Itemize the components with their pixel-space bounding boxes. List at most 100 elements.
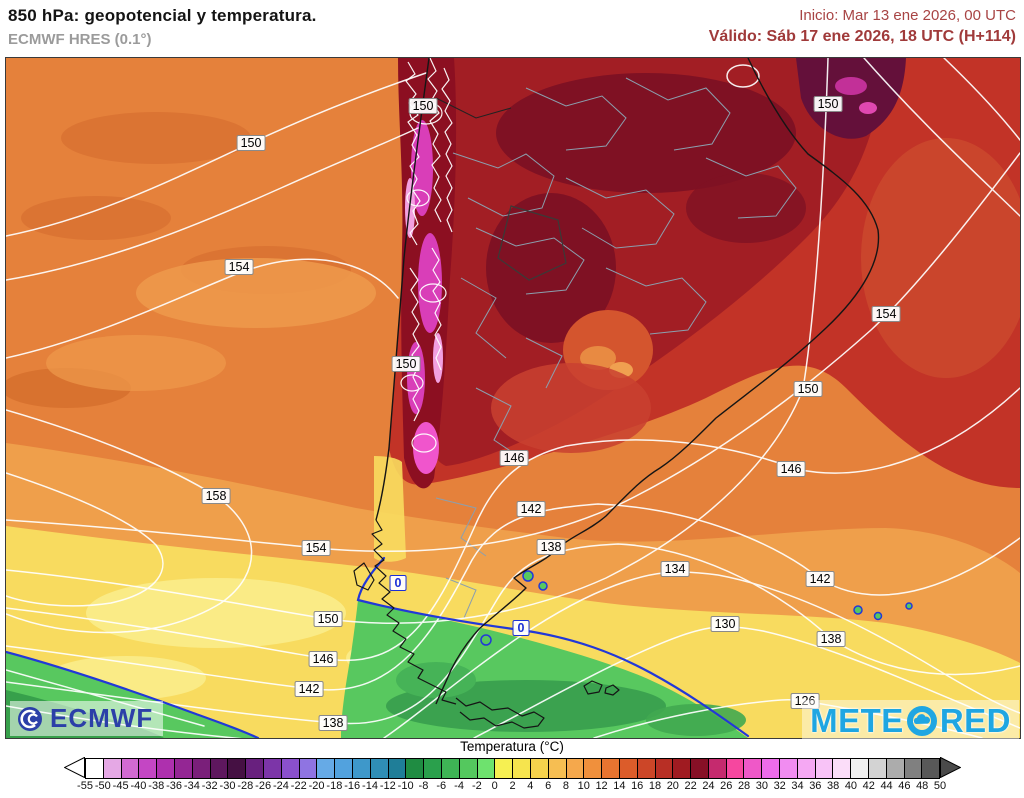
valid-time-label: Válido: Sáb 17 ene 2026, 18 UTC (H+114) <box>708 28 1016 45</box>
legend-tick: -40 <box>130 780 147 792</box>
meteored-logo-text-left: METE <box>810 702 904 739</box>
map-canvas: 150 154 158 154 150 146 142 138 150 150 146 142 138 1… <box>5 57 1021 739</box>
run-time-label: Inicio: Mar 13 ene 2026, 00 UTC <box>799 7 1016 24</box>
legend-tick: 50 <box>933 780 947 792</box>
coastlines <box>353 58 880 729</box>
legend-tick: 0 <box>491 780 498 792</box>
legend-cell <box>725 758 745 779</box>
legend-tick: 40 <box>844 780 858 792</box>
legend-cell <box>672 758 692 779</box>
andes-contour-cluster <box>400 58 453 453</box>
legend-tick: -6 <box>436 780 447 792</box>
legend-cell <box>369 758 389 779</box>
legend-cell <box>405 758 425 779</box>
legend-cell <box>280 758 300 779</box>
legend-cell <box>476 758 496 779</box>
legend-cell <box>173 758 193 779</box>
legend-tick: 24 <box>702 780 715 792</box>
legend-cell <box>814 758 834 779</box>
legend-cell <box>885 758 905 779</box>
legend-cell <box>351 758 371 779</box>
legend-cell <box>583 758 603 779</box>
legend-cell <box>209 758 229 779</box>
legend-tick: -30 <box>219 780 236 792</box>
legend-tick: -16 <box>344 780 361 792</box>
legend-tick: 32 <box>773 780 786 792</box>
model-label: ECMWF HRES (0.1°) <box>8 31 152 48</box>
legend-cell <box>138 758 158 779</box>
legend-cell <box>423 758 442 779</box>
page-title: 850 hPa: geopotencial y temperatura. <box>8 6 317 25</box>
legend-tick: -32 <box>201 780 218 792</box>
ecmwf-logo: ECMWF <box>10 701 164 736</box>
legend-tick: -38 <box>148 780 165 792</box>
legend-tick: 38 <box>827 780 840 792</box>
legend-cell <box>191 758 211 779</box>
legend-tick: -2 <box>471 780 482 792</box>
legend-cell <box>102 758 122 779</box>
legend-tick: 12 <box>595 780 608 792</box>
legend-tick: 10 <box>577 780 590 792</box>
legend-tick: 6 <box>545 780 552 792</box>
legend-tick: -36 <box>166 780 183 792</box>
legend-tick: 34 <box>791 780 804 792</box>
map-svg <box>6 58 1020 738</box>
legend-tick: -22 <box>290 780 307 792</box>
meteored-logo-text-right: RED <box>939 702 1011 739</box>
legend-cell <box>120 758 140 779</box>
legend-cell <box>832 758 852 779</box>
legend-cell <box>334 758 353 779</box>
legend-cell <box>494 758 514 779</box>
legend-tick: -12 <box>379 780 396 792</box>
colorbar-right-arrow <box>940 757 961 778</box>
legend-cell <box>565 758 585 779</box>
legend-cell <box>156 758 175 779</box>
legend-tick: -34 <box>183 780 200 792</box>
legend-tick: 2 <box>509 780 516 792</box>
meteored-cloud-icon <box>906 706 937 736</box>
legend-tick: 28 <box>737 780 751 792</box>
legend-title: Temperatura (°C) <box>460 739 564 754</box>
legend-cell <box>601 758 620 779</box>
legend-cell <box>316 758 336 779</box>
legend-tick: -50 <box>94 780 111 792</box>
legend-tick: 44 <box>880 780 893 792</box>
legend-cell <box>227 758 247 779</box>
legend-tick: 36 <box>809 780 822 792</box>
legend-tick: -45 <box>112 780 129 792</box>
legend-cell <box>654 758 674 779</box>
legend-tick: -14 <box>362 780 378 792</box>
legend-cell <box>761 758 781 779</box>
ecmwf-logo-text: ECMWF <box>50 703 154 733</box>
legend-ticks: -55 -50 -45 -40 -38 -36 -34 -32 -30 -28 -26 -24 -22-… <box>77 780 946 794</box>
legend-cells <box>85 758 941 779</box>
legend-tick: 48 <box>916 780 929 792</box>
legend-cell <box>458 758 478 779</box>
legend-tick: -20 <box>308 780 325 792</box>
colorbar-left-arrow <box>64 757 85 778</box>
legend-tick: 30 <box>755 780 768 792</box>
legend-cell <box>618 758 638 779</box>
legend-tick: -4 <box>454 780 464 792</box>
legend-tick: -55 <box>77 780 93 792</box>
legend-tick: -10 <box>397 780 414 792</box>
legend-tick: 18 <box>648 780 662 792</box>
legend-cell <box>921 758 941 779</box>
legend-tick: 14 <box>613 780 626 792</box>
legend-cell <box>262 758 282 779</box>
legend-cell <box>903 758 923 779</box>
legend-cell <box>529 758 549 779</box>
legend-tick: 20 <box>666 780 679 792</box>
legend-cell <box>868 758 887 779</box>
legend-tick: 4 <box>527 780 534 792</box>
legend-cell <box>707 758 727 779</box>
legend-tick: 46 <box>898 780 911 792</box>
state-borders <box>435 77 797 619</box>
legend-cell <box>387 758 407 779</box>
legend-tick: -26 <box>255 780 272 792</box>
colorbar <box>64 757 961 779</box>
legend-cell <box>779 758 798 779</box>
legend-cell <box>636 758 656 779</box>
legend-tick: -24 <box>272 780 289 792</box>
